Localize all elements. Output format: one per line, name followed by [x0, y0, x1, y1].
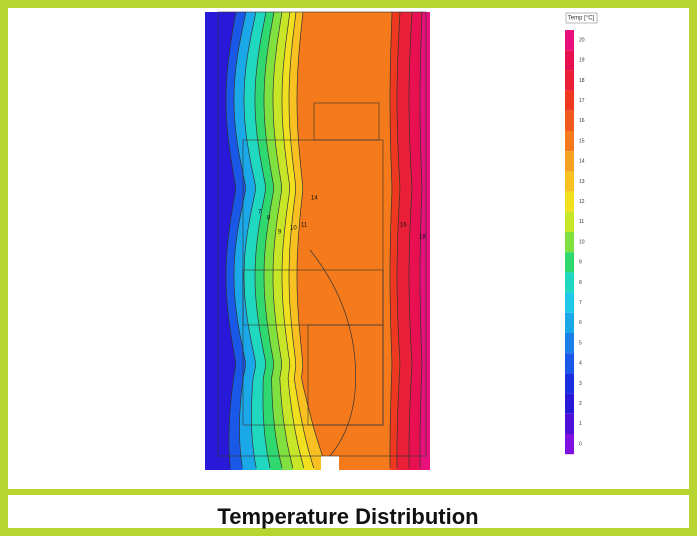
contour-label: 10: [290, 226, 297, 232]
legend-label: 11: [579, 219, 584, 225]
legend-label: 2: [579, 401, 582, 407]
legend-swatch: [565, 70, 574, 90]
legend-swatch: [565, 212, 574, 232]
legend-label: 0: [579, 441, 582, 447]
notch: [321, 456, 339, 472]
legend-label: 4: [579, 361, 582, 367]
legend-swatch: [565, 252, 574, 272]
legend-swatch: [565, 91, 574, 111]
contour-label: 16: [400, 223, 407, 229]
legend-label: 7: [579, 300, 582, 306]
legend-label: 9: [579, 260, 582, 266]
legend-swatch: [565, 171, 574, 191]
legend-swatch: [565, 151, 574, 171]
legend-swatch: [565, 394, 574, 414]
legend-swatch: [565, 50, 574, 70]
legend-title: Temp [°C]: [568, 16, 595, 22]
legend-label: 1: [579, 421, 582, 427]
legend-label: 8: [579, 280, 582, 286]
legend-swatch: [565, 414, 574, 434]
legend-label: 15: [579, 138, 585, 144]
legend-label: 3: [579, 381, 582, 387]
legend-label: 13: [579, 179, 585, 185]
legend-swatch: [565, 313, 574, 333]
legend-label: 16: [579, 118, 585, 124]
legend-label: 12: [579, 199, 585, 205]
contour-label: 18: [419, 235, 426, 241]
legend-label: 14: [579, 159, 585, 165]
legend-label: 19: [579, 58, 585, 64]
legend-swatch: [565, 30, 574, 50]
legend-swatch: [565, 272, 574, 292]
legend-label: 17: [579, 98, 585, 104]
legend-swatch: [565, 434, 574, 454]
legend-swatch: [565, 293, 574, 313]
contour-label: 14: [311, 196, 318, 202]
legend-label: 6: [579, 320, 582, 326]
legend-swatch: [565, 111, 574, 131]
legend-swatch: [565, 373, 574, 393]
legend-swatch: [565, 232, 574, 252]
page: 7891011141618 Temp [°C] 2019181716151413…: [0, 0, 697, 536]
legend-label: 10: [579, 239, 585, 245]
legend-label: 5: [579, 340, 582, 346]
contour-label: 11: [301, 223, 308, 229]
caption: Temperature Distribution: [217, 504, 478, 529]
legend-label: 18: [579, 78, 585, 84]
legend-swatch: [565, 192, 574, 212]
legend-swatch: [565, 131, 574, 151]
legend-swatch: [565, 353, 574, 373]
legend-swatch: [565, 333, 574, 353]
legend-label: 20: [579, 37, 585, 43]
